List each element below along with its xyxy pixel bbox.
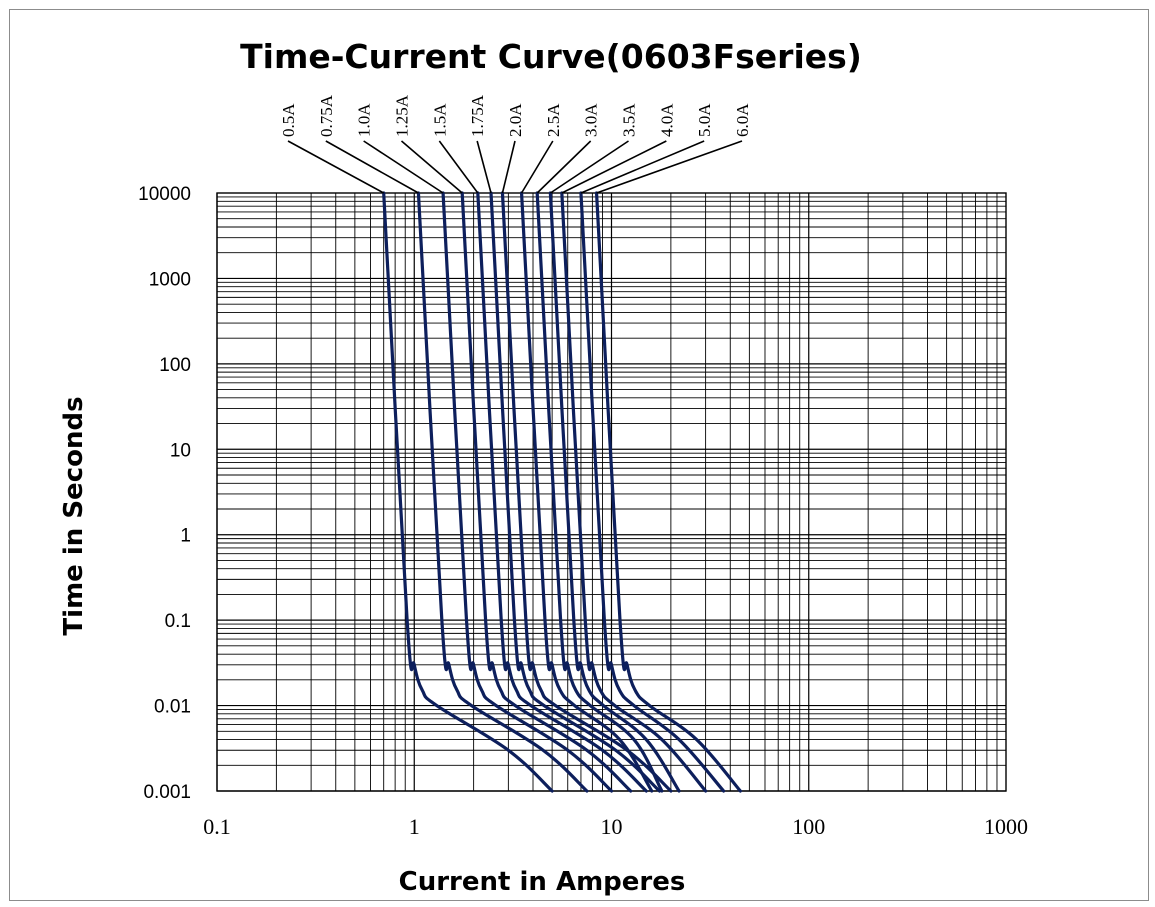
legend-label: 1.5A <box>430 103 449 137</box>
legend-leader-line <box>561 140 667 194</box>
y-tick-label: 0.1 <box>165 611 191 632</box>
series-line <box>594 191 742 793</box>
legend-label: 3.5A <box>620 103 639 137</box>
x-tick-label: 10 <box>601 814 623 839</box>
series-line <box>476 191 648 793</box>
y-tick-label: 100 <box>159 355 191 376</box>
legend-label: 1.0A <box>355 103 374 137</box>
legend-label: 2.0A <box>506 103 525 137</box>
series-line <box>441 191 614 793</box>
legend-leader-line <box>400 140 463 194</box>
chart-frame <box>9 9 1149 901</box>
legend-label: 1.75A <box>468 94 487 137</box>
legend-label: 1.25A <box>393 94 412 137</box>
x-axis-title: Current in Amperes <box>399 867 686 897</box>
series-curves <box>382 191 742 793</box>
legend-leader-line <box>287 140 385 194</box>
y-tick-label: 1000 <box>149 269 191 290</box>
series-line <box>560 191 708 793</box>
y-axis-title: Time in Seconds <box>59 396 89 635</box>
legend-label: 6.0A <box>733 103 752 137</box>
series-line <box>500 191 673 793</box>
series-line <box>548 191 681 793</box>
y-tick-label: 10000 <box>138 184 191 205</box>
legend-label: 5.0A <box>695 103 714 137</box>
legend-label: 4.0A <box>657 103 676 137</box>
y-tick-label: 0.001 <box>143 782 191 803</box>
legend-label: 3.0A <box>582 103 601 137</box>
series-line <box>489 191 662 793</box>
series-line <box>519 191 654 793</box>
x-tick-label: 1000 <box>984 814 1028 839</box>
legend-label: 2.5A <box>544 103 563 137</box>
legend-leader-line <box>501 140 516 194</box>
legend-leader-line <box>520 140 554 194</box>
series-line <box>460 191 633 793</box>
legend-leader-line <box>476 140 492 194</box>
legend-label: 0.5A <box>279 103 298 137</box>
y-tick-label: 10 <box>170 440 191 461</box>
legend-leader-line <box>536 140 592 194</box>
chart-title: Time-Current Curve(0603Fseries) <box>240 37 862 76</box>
x-tick-label: 0.1 <box>203 814 231 839</box>
legend-label: 0.75A <box>317 94 336 137</box>
legend-leader-line <box>596 140 743 194</box>
legend-leader-line <box>363 140 444 194</box>
y-tick-label: 1 <box>180 526 191 547</box>
series-line <box>416 191 589 793</box>
x-tick-label: 100 <box>792 814 825 839</box>
series-line <box>579 191 726 793</box>
x-tick-label: 1 <box>409 814 420 839</box>
legend-leader-line <box>580 140 705 194</box>
legend-leader-line <box>325 140 419 194</box>
axis-ticks: 0.001 0.01 0.1 1 10 100 1000 10000 0.1 1 10 100 1000 <box>138 184 1028 839</box>
series-legend: 0.5A 0.75A 1.0A 1.25A 1.5A 1.75A 2.0A 2.5A 3.0A 3… <box>279 94 752 194</box>
legend-leader-line <box>438 140 479 194</box>
series-line <box>382 191 554 793</box>
y-tick-label: 0.01 <box>154 697 191 718</box>
series-line <box>535 191 664 793</box>
legend-leader-line <box>549 140 629 194</box>
